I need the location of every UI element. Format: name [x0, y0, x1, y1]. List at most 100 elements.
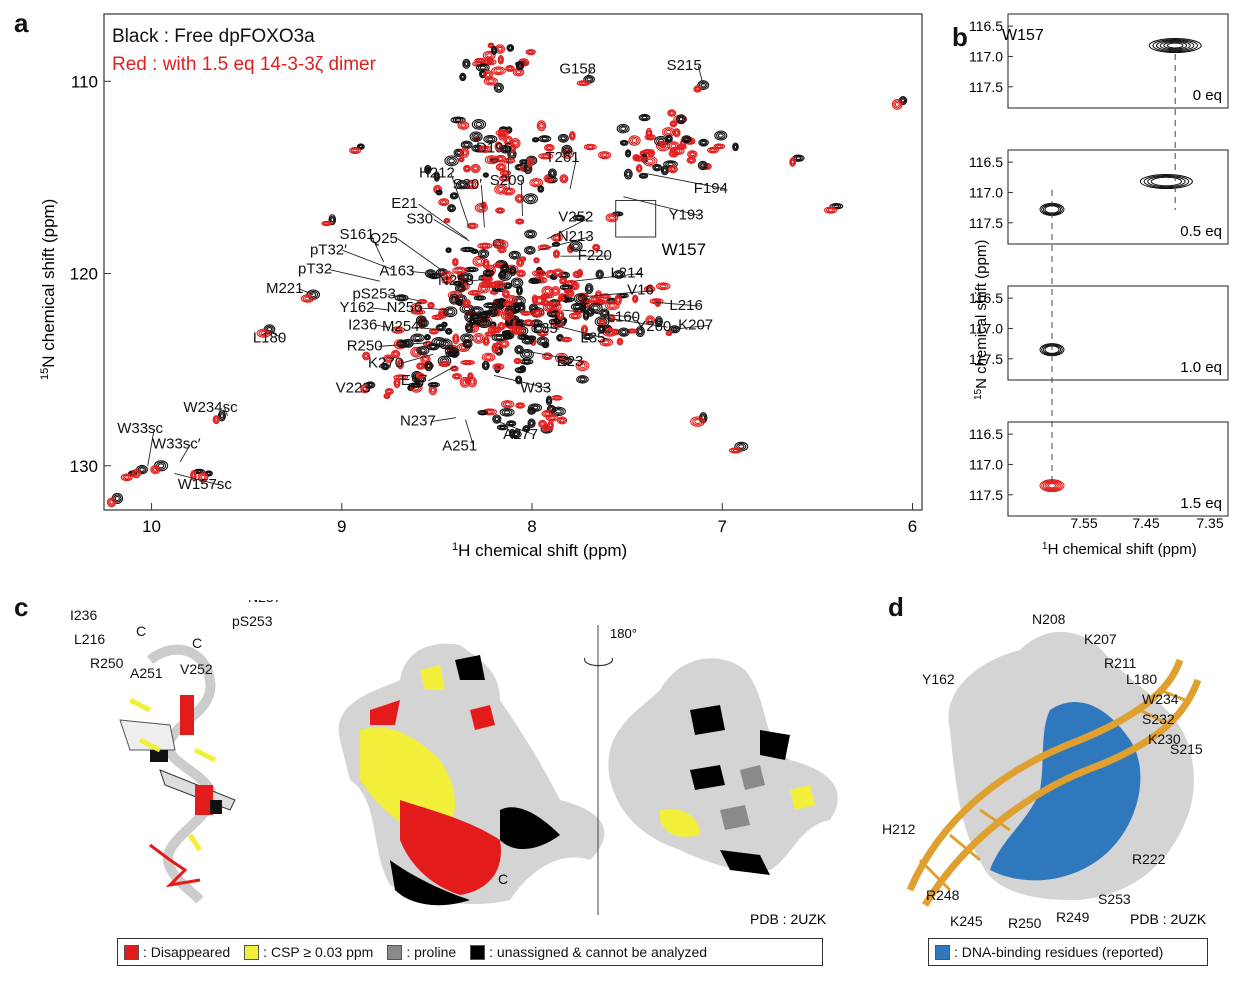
- peak: [632, 156, 646, 162]
- peak: [638, 172, 649, 179]
- peak: [563, 288, 573, 294]
- peak: [492, 414, 502, 424]
- peak: [482, 336, 490, 347]
- peak: [510, 430, 522, 439]
- peak: [540, 293, 554, 299]
- panel-c-residue-label: pS253: [232, 613, 273, 629]
- peak: [450, 116, 466, 124]
- legend-item-unassigned: : unassigned & cannot be analyzed: [470, 944, 707, 960]
- peak: [576, 80, 591, 87]
- label-leader-line: [585, 290, 655, 298]
- residue-label: S215: [667, 57, 702, 74]
- peak: [468, 318, 477, 326]
- peak: [427, 301, 435, 309]
- panel-d-residue-label: N208: [1032, 611, 1066, 627]
- label-leader-line: [623, 196, 701, 217]
- peak: [496, 424, 509, 431]
- peak: [665, 134, 673, 143]
- peak: [482, 269, 495, 277]
- peak: [460, 246, 475, 253]
- peak: [435, 324, 446, 332]
- peak: [482, 172, 489, 178]
- peak: [440, 270, 454, 281]
- peak: [538, 419, 548, 429]
- x-tick-label: 8: [527, 517, 536, 536]
- peak: [477, 248, 490, 259]
- peak: [491, 333, 507, 342]
- label-leader-line: [507, 148, 510, 189]
- peak: [638, 113, 651, 122]
- peak: [471, 118, 487, 130]
- peak: [443, 306, 458, 318]
- label-leader-line: [547, 217, 590, 240]
- peak: [477, 311, 490, 320]
- peak: [642, 149, 654, 155]
- b-ytick-label: 117.0: [969, 456, 1003, 472]
- peak: [573, 293, 587, 304]
- panel-c-residue-label: C: [192, 635, 202, 651]
- peak: [499, 407, 515, 417]
- peak: [356, 143, 365, 150]
- peak: [572, 214, 586, 221]
- titration-subpanel: 116.5 117.0 117.5 0 eq: [969, 13, 1229, 109]
- peak: [362, 351, 371, 361]
- rotation-arrow-icon: [583, 657, 614, 667]
- y-axis-label: 15N chemical shift (ppm): [39, 199, 58, 380]
- panel-label-c: c: [14, 592, 29, 622]
- peak: [451, 373, 462, 380]
- peak: [526, 335, 537, 341]
- peak: [628, 135, 641, 146]
- panel-d-residue-label: L180: [1126, 671, 1157, 687]
- peak: [516, 285, 523, 296]
- panel-c-residue-label: A251: [130, 665, 163, 681]
- panel-d-residue-label: Y162: [922, 671, 955, 687]
- peak: [427, 382, 440, 388]
- peak: [525, 49, 536, 56]
- residue-label: W33sc: [117, 420, 163, 437]
- peak: [476, 63, 490, 72]
- peak: [547, 168, 557, 179]
- label-leader-line: [493, 374, 550, 390]
- peak: [410, 309, 426, 315]
- titration-subpanel: 116.5 117.0 117.5 1.5 eq: [969, 421, 1229, 517]
- peak: [464, 377, 471, 384]
- peak: [550, 406, 566, 417]
- peak: [502, 187, 516, 196]
- panel-c-residue-label: I236: [70, 607, 97, 623]
- peak: [478, 145, 493, 154]
- peak: [426, 343, 440, 351]
- peak: [212, 415, 220, 425]
- panel-d-residue-label: S232: [1142, 711, 1175, 727]
- label-leader-line: [480, 184, 485, 228]
- residue-label: A163: [379, 262, 414, 279]
- panel-d-legend: : DNA-binding residues (reported): [928, 938, 1208, 966]
- peak: [509, 266, 517, 277]
- peak: [445, 247, 452, 254]
- peak: [131, 468, 142, 479]
- b-ytick-label: 116.5: [969, 290, 1003, 306]
- label-leader-line: [179, 444, 191, 463]
- residue-label: D196: [476, 139, 512, 156]
- panel-c-residue-label: L216: [74, 631, 105, 647]
- peak: [417, 318, 429, 328]
- label-leader-line: [554, 325, 608, 340]
- peak: [508, 250, 521, 260]
- peak: [393, 374, 409, 381]
- peak: [424, 360, 434, 372]
- peak: [513, 357, 522, 365]
- peak: [537, 185, 545, 193]
- peak: [531, 294, 538, 305]
- peak: [552, 249, 560, 259]
- surface-front-view: [338, 643, 605, 906]
- peak: [527, 406, 537, 415]
- label-leader-line: [298, 288, 314, 296]
- peak: [441, 321, 448, 328]
- peak: [557, 295, 566, 302]
- label-leader-line: [418, 203, 468, 240]
- peak: [519, 256, 527, 262]
- panel-d-residue-label: H212: [882, 821, 916, 837]
- residue-label: V223: [336, 380, 371, 397]
- x-tick-label: 10: [142, 517, 161, 536]
